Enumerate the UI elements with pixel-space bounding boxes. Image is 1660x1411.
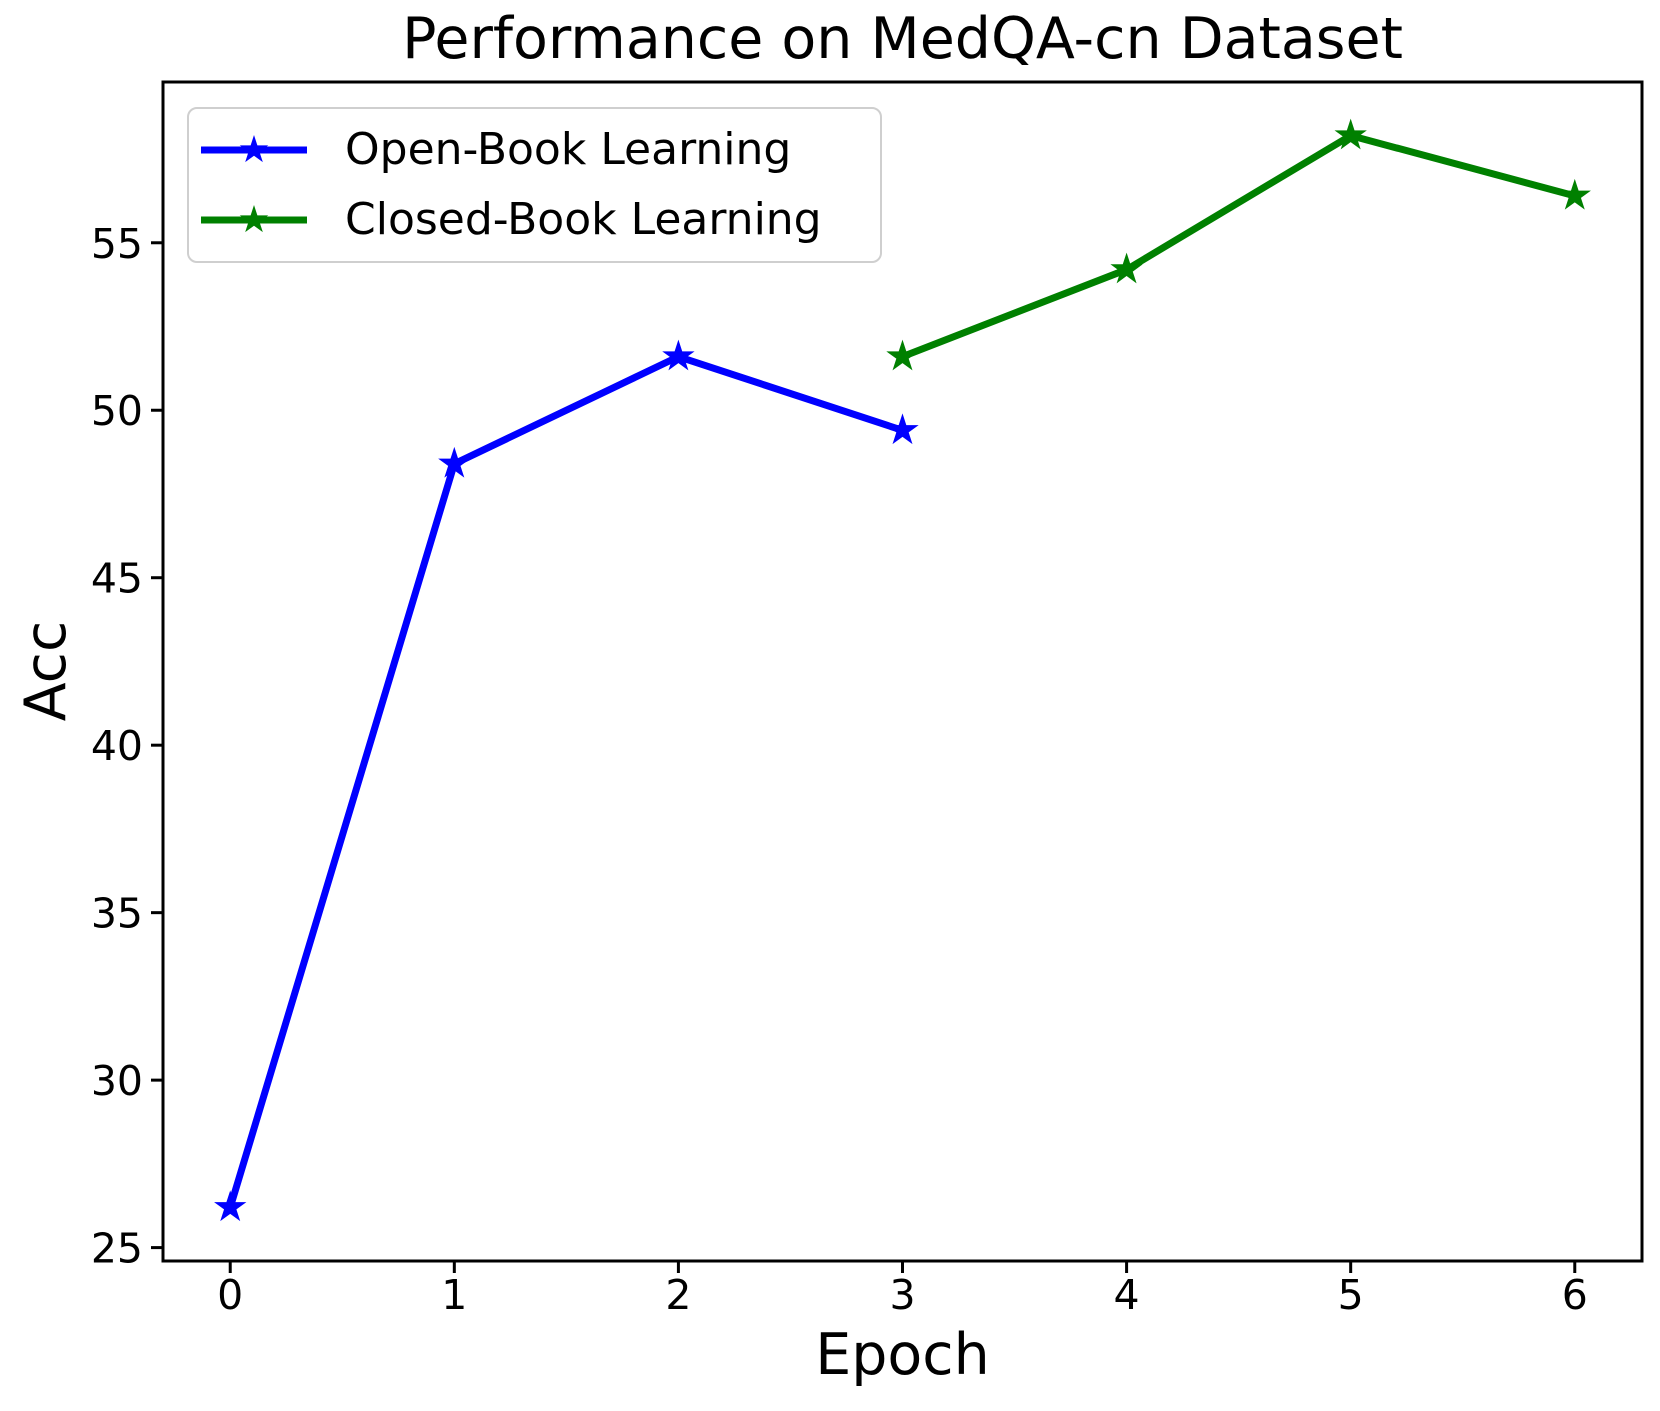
series-line-closed-book-learning	[901, 132, 1576, 360]
legend-item: Closed-Book Learning	[199, 188, 870, 252]
data-point-marker-open-book-learning	[438, 446, 471, 478]
x-tick-label: 3	[889, 1271, 915, 1319]
chart-title: Performance on MedQA-cn Dataset	[402, 6, 1403, 72]
y-tick-label: 40	[91, 722, 143, 770]
data-point-marker-closed-book-learning	[1334, 118, 1367, 150]
legend: Open-Book Learning Closed-Book Learning	[187, 107, 882, 263]
x-tick-label: 0	[217, 1271, 243, 1319]
x-tick-label: 6	[1562, 1271, 1588, 1319]
series-line-open-book-learning	[226, 353, 904, 1209]
y-tick-label: 55	[91, 220, 143, 268]
data-point-marker-open-book-learning	[662, 339, 695, 371]
y-tick-label: 30	[91, 1057, 143, 1105]
data-point-marker-open-book-learning	[886, 413, 919, 445]
legend-item-label: Closed-Book Learning	[345, 193, 822, 245]
y-tick-label: 35	[91, 890, 143, 938]
legend-marker-icon	[201, 204, 307, 232]
y-axis-label: Acc	[13, 620, 79, 722]
data-point-marker-closed-book-learning	[886, 339, 919, 371]
x-tick-label: 1	[441, 1271, 467, 1319]
data-point-marker-closed-book-learning	[1558, 178, 1591, 210]
y-tick-label: 25	[91, 1225, 143, 1273]
data-point-marker-closed-book-learning	[1110, 252, 1143, 284]
legend-item: Open-Book Learning	[199, 118, 870, 182]
y-tick-label: 45	[91, 555, 143, 603]
x-axis-label: Epoch	[815, 1322, 990, 1388]
legend-marker-icon	[201, 135, 307, 163]
legend-item-label: Open-Book Learning	[345, 124, 792, 176]
y-tick-label: 50	[91, 387, 143, 435]
x-tick-label: 5	[1338, 1271, 1364, 1319]
x-tick-label: 2	[665, 1271, 691, 1319]
data-point-marker-open-book-learning	[214, 1190, 247, 1222]
x-tick-label: 4	[1114, 1271, 1140, 1319]
